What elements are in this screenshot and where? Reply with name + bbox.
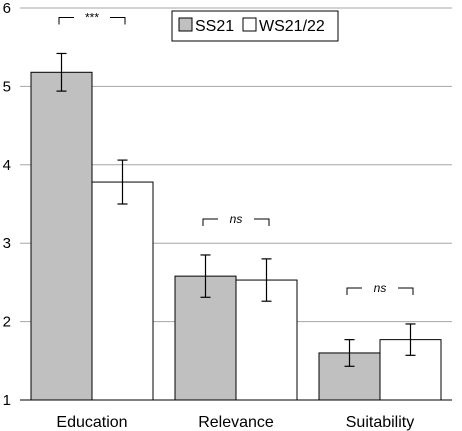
significance-bracket	[398, 287, 414, 295]
legend-swatch	[178, 17, 193, 32]
y-tick-label: 6	[3, 0, 11, 17]
significance-bracket	[254, 218, 270, 226]
y-tick-label: 4	[3, 157, 11, 174]
significance-bracket	[110, 16, 126, 25]
significance-annotations: *** ns ns	[58, 10, 414, 295]
legend-swatch	[242, 17, 257, 32]
legend-label: WS21/22	[259, 18, 325, 35]
significance-bracket	[202, 218, 218, 226]
y-tick-label: 1	[3, 392, 11, 409]
category-labels: Education Relevance Suitability	[56, 414, 414, 431]
bar	[91, 181, 154, 401]
y-tick-label: 5	[3, 78, 11, 95]
significance-label: ns	[230, 212, 243, 226]
category-label: Relevance	[198, 414, 274, 431]
bar	[30, 71, 93, 401]
legend-box	[171, 10, 339, 42]
y-axis-ticks: 1 2 3 4 5 6	[3, 0, 11, 409]
category-label: Education	[56, 414, 127, 431]
category-label: Suitability	[346, 414, 414, 431]
y-tick-label: 2	[3, 314, 11, 331]
legend: SS21 WS21/22	[171, 10, 339, 42]
significance-label: ns	[374, 281, 387, 295]
significance-bracket	[346, 287, 362, 295]
y-tick-label: 3	[3, 235, 11, 252]
error-bars	[56, 52, 416, 367]
legend-label: SS21	[195, 18, 234, 35]
significance-label: ***	[85, 10, 99, 24]
significance-bracket	[58, 16, 74, 25]
